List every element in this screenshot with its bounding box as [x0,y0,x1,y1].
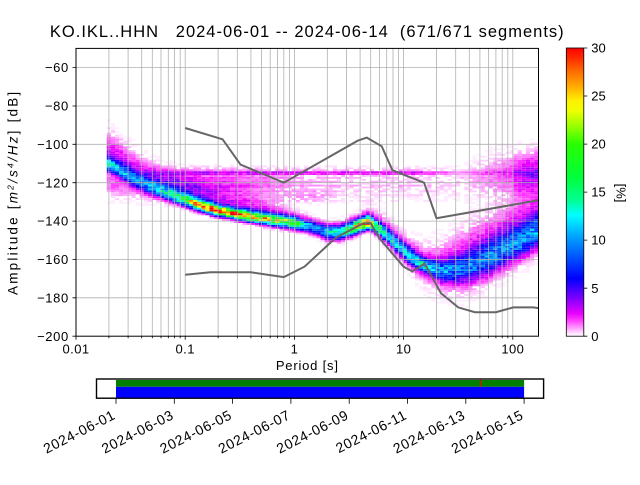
svg-text:0.01: 0.01 [63,342,90,357]
svg-text:−180: −180 [37,290,69,305]
svg-text:10: 10 [396,342,411,357]
svg-text:5: 5 [591,281,598,296]
svg-text:1: 1 [291,342,299,357]
svg-text:−160: −160 [37,252,69,267]
svg-text:[%]: [%] [614,184,629,203]
svg-text:20: 20 [591,137,605,152]
svg-text:10: 10 [591,233,605,248]
svg-text:−120: −120 [37,175,69,190]
svg-text:100: 100 [501,342,524,357]
svg-text:Period [s]: Period [s] [276,358,339,373]
svg-text:0: 0 [591,329,598,344]
svg-text:−80: −80 [45,99,69,114]
svg-text:0.1: 0.1 [176,342,195,357]
svg-text:−100: −100 [37,137,69,152]
svg-text:−140: −140 [37,214,69,229]
svg-text:−200: −200 [37,329,69,344]
svg-text:KO.IKL..HHN 2024-06-01 -- 20: KO.IKL..HHN 2024-06-01 -- 2024-06-14 (67… [50,23,565,41]
svg-text:−60: −60 [45,60,69,75]
svg-text:30: 30 [591,41,605,56]
svg-text:15: 15 [591,185,605,200]
svg-text:25: 25 [591,89,605,104]
svg-text:Amplitude [m2/s4/Hz] [dB]: Amplitude [m2/s4/Hz] [dB] [6,90,21,295]
